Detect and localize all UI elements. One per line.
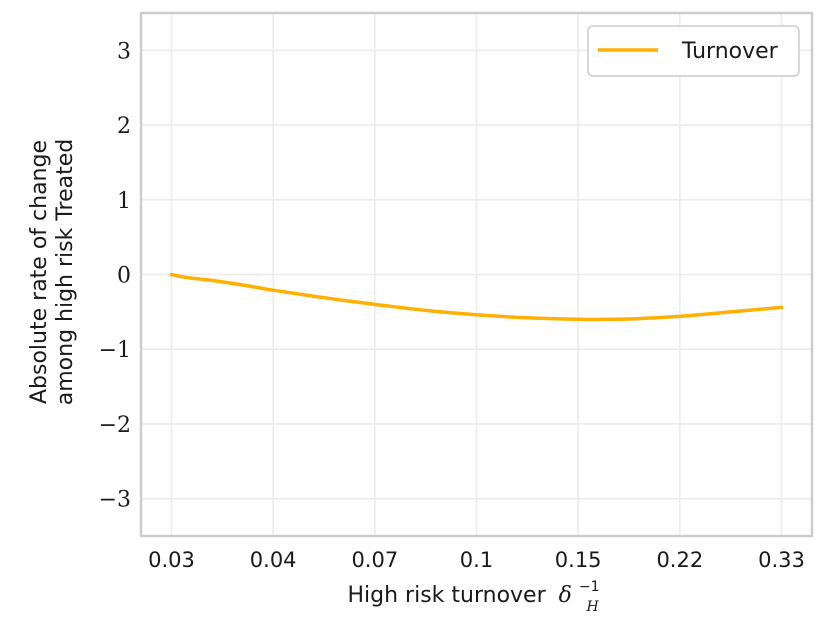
y-tick-label: 2 xyxy=(117,114,131,139)
series-layer xyxy=(169,272,784,322)
y-axis-label-line2: among high risk Treated xyxy=(53,139,78,406)
x-axis-label-symbol: δ xyxy=(559,583,572,608)
x-axis-label-sup: −1 xyxy=(579,579,600,595)
y-tick-label: 1 xyxy=(117,189,131,214)
y-tick-label: −3 xyxy=(99,488,131,513)
x-tick-label: 0.04 xyxy=(250,548,297,572)
legend-box xyxy=(587,25,800,77)
x-axis-label-sub: H xyxy=(586,599,600,615)
legend-label-turnover: Turnover xyxy=(681,39,779,64)
x-tick-label: 0.22 xyxy=(656,548,703,572)
y-tick-label: 3 xyxy=(117,39,131,64)
y-tick-label: −1 xyxy=(99,338,131,363)
y-tick-label: −2 xyxy=(99,413,131,438)
y-axis-label-line1: Absolute rate of change xyxy=(27,140,52,404)
y-axis-ticks: 3 2 1 0 −1 −2 −3 xyxy=(99,39,131,512)
x-axis-label: High risk turnover δ −1 H xyxy=(347,572,606,615)
x-axis-label-text: High risk turnover xyxy=(347,583,546,608)
legend: Turnover xyxy=(587,25,800,77)
x-tick-label: 0.03 xyxy=(148,548,195,572)
grid xyxy=(141,13,812,536)
plot-frame xyxy=(139,11,814,538)
x-tick-label: 0.1 xyxy=(460,548,493,572)
series-line-turnover xyxy=(169,272,784,322)
x-tick-label: 0.15 xyxy=(555,548,602,572)
x-tick-label: 0.33 xyxy=(758,548,805,572)
x-axis-ticks: 0.03 0.04 0.07 0.1 0.15 0.22 0.33 xyxy=(148,548,805,572)
y-tick-label: 0 xyxy=(117,264,131,289)
x-tick-label: 0.07 xyxy=(351,548,398,572)
